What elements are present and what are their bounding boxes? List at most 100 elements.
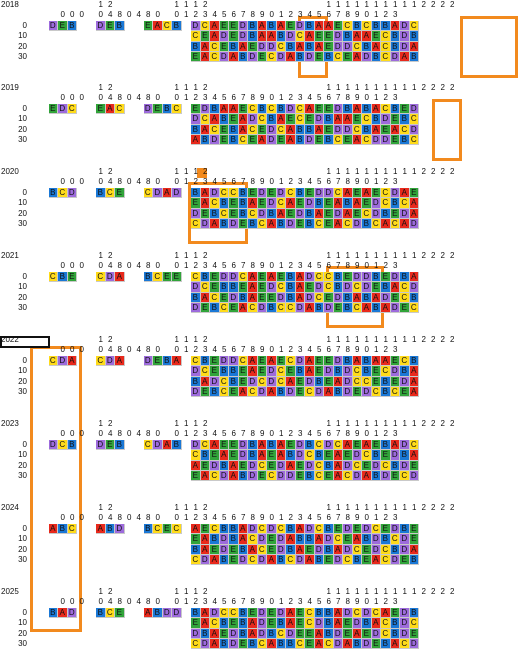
- letter-cell: A: [115, 355, 125, 367]
- letter-cell: C: [105, 187, 115, 199]
- header-tens-digit: 1: [374, 335, 379, 344]
- letter-cell: D: [58, 103, 68, 115]
- letter-cell: D: [409, 471, 419, 482]
- letter-cell: A: [153, 20, 163, 32]
- letter-cell: C: [96, 355, 106, 367]
- letter-cell: B: [105, 523, 115, 535]
- letter-cell: D: [343, 366, 353, 377]
- letter-cell: D: [295, 303, 305, 314]
- header-tens-digit: 1: [174, 335, 179, 344]
- header-ones-digit: 0: [269, 345, 274, 355]
- letter-cell: D: [115, 523, 125, 535]
- letter-cell: A: [191, 523, 201, 535]
- header-ones-digit: 0: [70, 261, 75, 271]
- header-ones-digit: 4: [307, 597, 312, 607]
- row-label: 10: [18, 534, 27, 544]
- letter-cell: A: [210, 555, 220, 566]
- letter-cell: C: [248, 103, 258, 115]
- letter-cell: E: [267, 187, 277, 199]
- letter-cell: B: [371, 271, 381, 283]
- header-ones-digit: 0: [70, 597, 75, 607]
- letter-cell: E: [409, 187, 419, 199]
- letter-cell: A: [286, 124, 296, 135]
- header-ones-digit: 8: [345, 513, 350, 523]
- year-label: 2021: [1, 251, 19, 260]
- letter-cell: D: [295, 555, 305, 566]
- header-ones-digit: 1: [279, 597, 284, 607]
- header-ones-digit: 0: [269, 177, 274, 187]
- letter-cell: C: [362, 450, 372, 461]
- letter-cell: E: [324, 103, 334, 115]
- header-tens-digit: 1: [98, 251, 103, 260]
- letter-cell: B: [115, 20, 125, 32]
- header-tens-digit: 1: [326, 335, 331, 344]
- letter-cell: B: [314, 303, 324, 314]
- header-ones-digit: 6: [231, 177, 236, 187]
- letter-cell: A: [200, 471, 210, 482]
- letter-cell: C: [381, 103, 391, 115]
- letter-cell: D: [257, 387, 267, 398]
- letter-cell: E: [333, 20, 343, 32]
- letter-cell: E: [153, 355, 163, 367]
- header-ones-digit: 4: [136, 10, 141, 20]
- letter-cell: B: [324, 607, 334, 619]
- header-ones-digit: 4: [212, 10, 217, 20]
- header-ones-digit: 0: [70, 10, 75, 20]
- letter-cell: B: [257, 103, 267, 115]
- header-tens-digit: 1: [383, 83, 388, 92]
- letter-cell: C: [295, 31, 305, 42]
- row-label: 10: [18, 198, 27, 208]
- letter-cell: A: [191, 135, 201, 146]
- letter-cell: B: [238, 618, 248, 629]
- header-ones-digit: 0: [364, 261, 369, 271]
- letter-cell: D: [400, 41, 410, 52]
- letter-cell: C: [248, 124, 258, 135]
- letter-cell: C: [276, 376, 286, 387]
- letter-cell: D: [238, 439, 248, 451]
- letter-cell: A: [257, 450, 267, 461]
- header-tens-digit: 2: [108, 335, 113, 344]
- header-ones-digit: 9: [355, 429, 360, 439]
- letter-cell: E: [238, 366, 248, 377]
- letter-cell: D: [229, 271, 239, 283]
- letter-cell: A: [324, 387, 334, 398]
- letter-cell: A: [343, 639, 353, 650]
- letter-cell: E: [324, 376, 334, 387]
- letter-cell: A: [48, 523, 58, 535]
- letter-cell: D: [352, 450, 362, 461]
- letter-cell: B: [248, 639, 258, 650]
- letter-cell: A: [333, 471, 343, 482]
- letter-cell: E: [305, 639, 315, 650]
- header-ones-digit: 2: [383, 177, 388, 187]
- header-ones-digit: 0: [127, 513, 132, 523]
- header-ones-digit: 4: [307, 513, 312, 523]
- letter-cell: D: [191, 439, 201, 451]
- letter-cell: E: [248, 607, 258, 619]
- header-ones-digit: 5: [317, 429, 322, 439]
- letter-cell: C: [381, 544, 391, 555]
- header-ones-digit: 0: [70, 177, 75, 187]
- header-ones-digit: 4: [136, 345, 141, 355]
- letter-cell: D: [343, 460, 353, 471]
- letter-cell: B: [276, 639, 286, 650]
- letter-cell: B: [67, 439, 77, 451]
- letter-cell: B: [48, 607, 58, 619]
- letter-cell: D: [371, 628, 381, 639]
- letter-cell: B: [229, 534, 239, 545]
- header-ones-digit: 5: [317, 93, 322, 103]
- header-ones-digit: 0: [79, 93, 84, 103]
- letter-cell: C: [286, 355, 296, 367]
- letter-cell: C: [172, 103, 182, 115]
- letter-cell: A: [343, 208, 353, 219]
- header-ones-digit: 8: [345, 597, 350, 607]
- letter-cell: C: [257, 544, 267, 555]
- header-ones-digit: 2: [288, 10, 293, 20]
- row-label: 0: [22, 523, 27, 533]
- row-label: 20: [18, 376, 27, 386]
- letter-cell: C: [352, 376, 362, 387]
- letter-cell: E: [219, 41, 229, 52]
- letter-cell: A: [333, 114, 343, 125]
- letter-cell: D: [248, 460, 258, 471]
- letter-cell: D: [105, 355, 115, 367]
- letter-cell: D: [200, 555, 210, 566]
